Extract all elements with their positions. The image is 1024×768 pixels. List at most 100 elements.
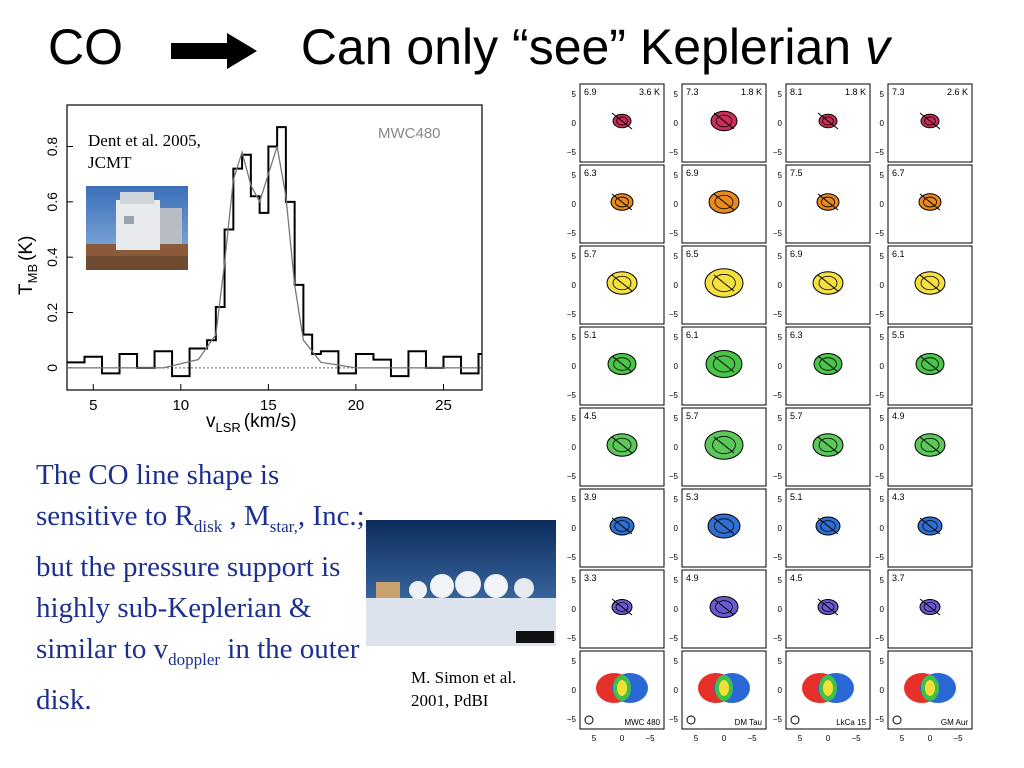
velocity-label: 4.3 [892,492,905,502]
map-y-tick: 0 [572,524,577,533]
map-y-tick: 5 [572,171,577,180]
channel-map-panel: 5.1 5 0 −5 [773,488,871,568]
channel-map-panel: 5.7 5 0 −5 [669,407,767,487]
channel-map-panel: 7.5 5 0 −5 [773,164,871,244]
velocity-label: 6.5 [686,249,699,259]
velocity-label: 6.9 [584,87,597,97]
map-y-tick: −5 [669,391,679,400]
map-y-tick: −5 [669,634,679,643]
channel-map-panel: 5.5 5 0 −5 [875,326,973,406]
channel-map-panel: 3.9 5 0 −5 [567,488,665,568]
map-y-tick: −5 [669,310,679,319]
velocity-label: 3.7 [892,573,905,583]
channel-map-panel: 6.7 5 0 −5 [875,164,973,244]
channel-map-panel: 6.1 5 0 −5 [669,326,767,406]
y-tick-label: 0.6 [44,192,60,212]
velocity-label: 5.1 [584,330,597,340]
map-y-tick: −5 [875,553,885,562]
map-y-tick: 5 [880,576,885,585]
map-y-tick: 5 [572,657,577,666]
map-y-tick: 0 [880,443,885,452]
co-spectrum-chart: MWC480 5 10 15 20 25 0 0.2 0.4 0.6 0.8 TMB(K) vLS… [16,104,483,435]
source-name-label: DM Tau [735,718,762,727]
map-y-tick: 0 [778,362,783,371]
map-y-tick: 5 [674,576,679,585]
map-y-tick: 5 [674,657,679,666]
map-x-tick: 5 [900,734,905,743]
jcmt-telescope-photo [86,186,188,270]
channel-map-panel: 6.1 5 0 −5 [875,245,973,325]
map-y-tick: 5 [880,333,885,342]
velocity-label: 5.7 [790,411,803,421]
map-y-tick: −5 [669,553,679,562]
map-x-tick: 5 [798,734,803,743]
map-x-tick: −5 [747,734,757,743]
map-y-tick: 0 [674,605,679,614]
map-y-tick: −5 [669,472,679,481]
title-text: Can only “see” Keplerian [300,19,852,75]
channel-map-panel: 6.9 5 0 −5 [669,164,767,244]
map-y-tick: 0 [880,605,885,614]
map-y-tick: −5 [567,634,577,643]
channel-map-panel: 4.5 5 0 −5 [567,407,665,487]
source-name-label: LkCa 15 [836,718,866,727]
map-y-tick: −5 [773,634,783,643]
pdbi-array-photo [366,520,556,646]
velocity-label: 5.1 [790,492,803,502]
map-y-tick: 5 [778,657,783,666]
temperature-label: 3.6 K [639,87,660,97]
map-y-tick: 0 [674,362,679,371]
map-y-tick: 5 [778,333,783,342]
y-tick-label: 0.8 [44,137,60,157]
velocity-label: 7.5 [790,168,803,178]
channel-map-panel: 5.7 5 0 −5 [567,245,665,325]
map-y-tick: −5 [669,229,679,238]
velocity-label: 7.3 [892,87,905,97]
velocity-label: 8.1 [790,87,803,97]
channel-map-panel: 4.5 5 0 −5 [773,569,871,649]
channel-map-panel: GM Aur 5 0 −5 [875,650,973,730]
observed-spectrum-line [67,126,482,378]
map-y-tick: 0 [880,686,885,695]
map-y-tick: −5 [875,229,885,238]
map-y-tick: 5 [572,495,577,504]
map-y-tick: −5 [567,553,577,562]
map-y-tick: 0 [880,200,885,209]
map-y-tick: −5 [773,553,783,562]
channel-map-panel: 3.7 5 0 −5 [875,569,973,649]
map-y-tick: 0 [674,686,679,695]
velocity-label: 4.5 [584,411,597,421]
title-co: CO [48,19,123,75]
map-y-tick: 5 [880,252,885,261]
map-x-tick: 5 [592,734,597,743]
body-text: The CO line shape is sensitive to Rdisk … [36,459,365,716]
map-y-tick: 0 [880,281,885,290]
map-y-tick: −5 [773,229,783,238]
map-y-tick: 5 [674,333,679,342]
velocity-label: 6.1 [892,249,905,259]
map-x-tick: −5 [851,734,861,743]
x-axis-label: vLSR (km/s) [206,411,297,435]
map-y-tick: 0 [572,605,577,614]
y-tick-label: 0.4 [44,247,60,267]
map-y-tick: 0 [572,119,577,128]
channel-map-panel: LkCa 15 5 0 −5 [773,650,871,730]
map-y-tick: 5 [572,90,577,99]
map-y-tick: −5 [875,391,885,400]
map-y-tick: −5 [567,391,577,400]
velocity-label: 4.9 [686,573,699,583]
map-y-tick: 5 [778,90,783,99]
map-x-tick: 0 [928,734,933,743]
channel-map-grid: 6.9 3.6 K 5 0 −5 6.3 5 0 −5 5.7 5 0 −5 5.1 5 0 −5 4.5 5 0 −5… [567,83,973,743]
map-y-tick: −5 [567,148,577,157]
map-y-tick: −5 [875,634,885,643]
map-y-tick: 5 [674,414,679,423]
map-y-tick: 5 [778,171,783,180]
map-y-tick: 0 [778,443,783,452]
channel-map-panel: 5.1 5 0 −5 [567,326,665,406]
map-y-tick: 0 [572,686,577,695]
channel-map-panel: 5.7 5 0 −5 [773,407,871,487]
right-arrow-icon [170,32,257,69]
map-y-tick: −5 [773,715,783,724]
velocity-label: 6.9 [686,168,699,178]
